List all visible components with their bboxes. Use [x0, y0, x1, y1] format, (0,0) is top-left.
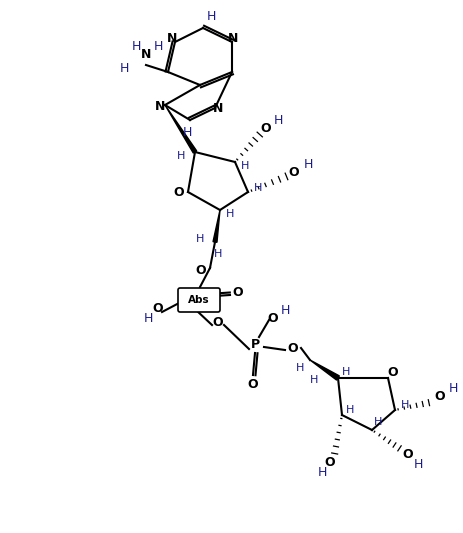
Text: H: H: [400, 400, 408, 410]
Polygon shape: [309, 360, 338, 380]
Text: N: N: [140, 47, 151, 61]
Text: Abs: Abs: [188, 295, 209, 305]
Text: H: H: [119, 61, 128, 75]
Text: O: O: [287, 342, 298, 354]
Text: H: H: [341, 367, 350, 377]
FancyBboxPatch shape: [178, 288, 219, 312]
Text: O: O: [324, 456, 335, 470]
Text: H: H: [317, 465, 326, 479]
Text: H: H: [295, 363, 304, 373]
Text: N: N: [227, 33, 238, 45]
Text: H: H: [345, 405, 353, 415]
Polygon shape: [213, 210, 219, 243]
Text: H: H: [182, 126, 191, 140]
Polygon shape: [165, 105, 196, 153]
Text: H: H: [413, 457, 422, 471]
Text: H: H: [240, 161, 249, 171]
Text: H: H: [206, 10, 215, 22]
Text: H: H: [225, 209, 234, 219]
Text: O: O: [387, 366, 397, 378]
Text: P: P: [250, 338, 259, 351]
Text: O: O: [434, 391, 444, 403]
Text: O: O: [173, 187, 184, 199]
Text: N: N: [213, 102, 223, 116]
Text: H: H: [309, 375, 318, 385]
Text: H: H: [195, 234, 204, 244]
Text: H: H: [153, 39, 163, 52]
Text: O: O: [260, 122, 271, 134]
Text: O: O: [232, 287, 243, 300]
Text: H: H: [176, 151, 185, 161]
Text: H: H: [131, 39, 140, 52]
Text: N: N: [155, 101, 165, 114]
Text: H: H: [447, 383, 457, 395]
Text: H: H: [253, 183, 262, 193]
Text: H: H: [373, 417, 382, 427]
Text: H: H: [303, 158, 312, 172]
Text: N: N: [167, 33, 177, 45]
Text: H: H: [143, 311, 152, 325]
Text: O: O: [247, 378, 258, 392]
Text: H: H: [213, 249, 222, 259]
Text: O: O: [402, 448, 413, 462]
Text: O: O: [288, 166, 299, 179]
Text: H: H: [273, 114, 282, 126]
Text: H: H: [280, 304, 289, 318]
Text: O: O: [152, 303, 163, 316]
Text: O: O: [195, 264, 206, 278]
Text: O: O: [267, 312, 278, 326]
Text: O: O: [212, 317, 223, 329]
